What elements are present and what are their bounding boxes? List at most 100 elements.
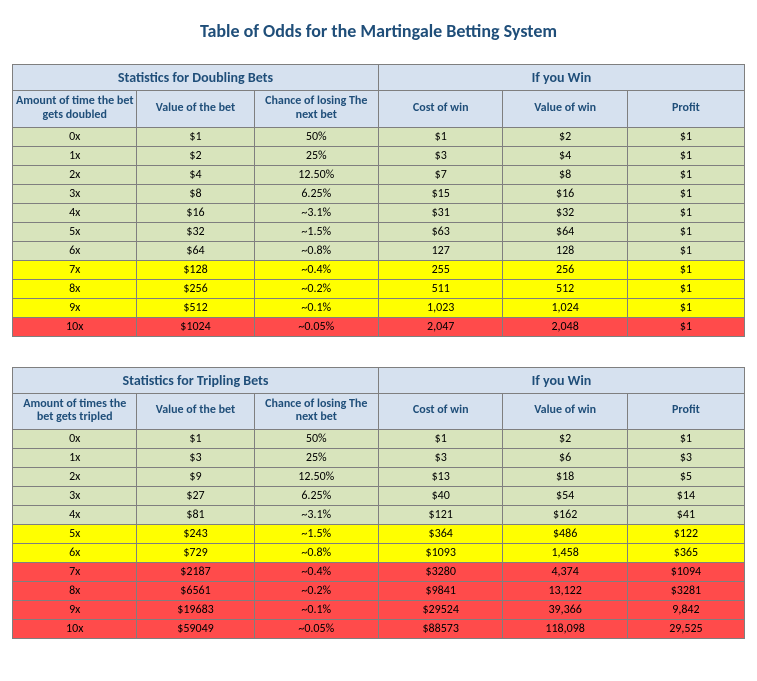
- column-header: Value of win: [503, 91, 627, 128]
- table-cell: 2,047: [378, 317, 502, 336]
- column-header: Profit: [627, 393, 744, 430]
- table-cell: $1: [627, 241, 744, 260]
- table-cell: $16: [503, 184, 627, 203]
- table-cell: 29,525: [627, 620, 744, 639]
- table-cell: 256: [503, 260, 627, 279]
- table-cell: 10x: [13, 620, 137, 639]
- column-header: Cost of win: [378, 393, 502, 430]
- table-cell: ~0.8%: [254, 544, 378, 563]
- table-row: 4x$16~3.1%$31$32$1: [13, 203, 745, 222]
- table-cell: ~0.4%: [254, 260, 378, 279]
- table-cell: ~3.1%: [254, 203, 378, 222]
- table-cell: $2: [137, 146, 254, 165]
- table-cell: $3280: [378, 563, 502, 582]
- table-cell: 6.25%: [254, 487, 378, 506]
- table-cell: 7x: [13, 260, 137, 279]
- table-cell: 127: [378, 241, 502, 260]
- table-row: 3x$276.25%$40$54$14: [13, 487, 745, 506]
- table-cell: 12.50%: [254, 468, 378, 487]
- table-cell: $1: [627, 260, 744, 279]
- table-cell: $1024: [137, 317, 254, 336]
- column-header: Cost of win: [378, 91, 502, 128]
- table-cell: 3x: [13, 487, 137, 506]
- column-header: Profit: [627, 91, 744, 128]
- odds-table: Statistics for Tripling BetsIf you WinAm…: [12, 367, 745, 640]
- table-cell: $27: [137, 487, 254, 506]
- table-cell: 4,374: [503, 563, 627, 582]
- table-cell: 13,122: [503, 582, 627, 601]
- table-cell: ~0.2%: [254, 582, 378, 601]
- section-header-left: Statistics for Doubling Bets: [13, 65, 379, 91]
- table-cell: 6x: [13, 241, 137, 260]
- tables-container: Statistics for Doubling BetsIf you WinAm…: [12, 64, 745, 639]
- table-cell: 5x: [13, 525, 137, 544]
- table-cell: $29524: [378, 601, 502, 620]
- table-row: 0x$150%$1$2$1: [13, 127, 745, 146]
- table-cell: 1,458: [503, 544, 627, 563]
- table-row: 1x$325%$3$6$3: [13, 449, 745, 468]
- table-cell: ~0.05%: [254, 317, 378, 336]
- table-cell: $1: [627, 127, 744, 146]
- table-cell: $1: [627, 184, 744, 203]
- section-header-right: If you Win: [378, 367, 744, 393]
- table-cell: 2,048: [503, 317, 627, 336]
- table-cell: 1x: [13, 146, 137, 165]
- table-cell: 50%: [254, 430, 378, 449]
- column-header: Chance of losing The next bet: [254, 91, 378, 128]
- table-row: 5x$32~1.5%$63$64$1: [13, 222, 745, 241]
- table-cell: $6: [503, 449, 627, 468]
- column-header: Amount of time the bet gets doubled: [13, 91, 137, 128]
- table-cell: $15: [378, 184, 502, 203]
- table-cell: $243: [137, 525, 254, 544]
- table-cell: $40: [378, 487, 502, 506]
- table-cell: ~3.1%: [254, 506, 378, 525]
- table-cell: $9841: [378, 582, 502, 601]
- table-cell: ~0.05%: [254, 620, 378, 639]
- table-cell: $1: [627, 165, 744, 184]
- table-cell: $1: [627, 146, 744, 165]
- table-row: 2x$412.50%$7$8$1: [13, 165, 745, 184]
- table-cell: $1094: [627, 563, 744, 582]
- table-cell: $9: [137, 468, 254, 487]
- table-cell: $3: [627, 449, 744, 468]
- table-cell: $6561: [137, 582, 254, 601]
- table-row: 2x$912.50%$13$18$5: [13, 468, 745, 487]
- table-cell: 12.50%: [254, 165, 378, 184]
- table-row: 5x$243~1.5%$364$486$122: [13, 525, 745, 544]
- table-cell: 512: [503, 279, 627, 298]
- table-row: 4x$81~3.1%$121$162$41: [13, 506, 745, 525]
- table-cell: 10x: [13, 317, 137, 336]
- table-cell: $54: [503, 487, 627, 506]
- column-header: Amount of times the bet gets tripled: [13, 393, 137, 430]
- table-cell: $1: [627, 203, 744, 222]
- table-row: 10x$1024~0.05%2,0472,048$1: [13, 317, 745, 336]
- table-cell: $729: [137, 544, 254, 563]
- table-cell: $5: [627, 468, 744, 487]
- table-cell: $121: [378, 506, 502, 525]
- table-cell: 50%: [254, 127, 378, 146]
- table-cell: 4x: [13, 506, 137, 525]
- table-cell: ~0.1%: [254, 298, 378, 317]
- table-cell: $88573: [378, 620, 502, 639]
- section-header-right: If you Win: [378, 65, 744, 91]
- table-cell: $1: [378, 127, 502, 146]
- table-cell: $4: [503, 146, 627, 165]
- table-cell: 6.25%: [254, 184, 378, 203]
- table-cell: $1: [627, 298, 744, 317]
- table-cell: ~1.5%: [254, 525, 378, 544]
- table-cell: $1: [627, 222, 744, 241]
- table-cell: $8: [503, 165, 627, 184]
- table-cell: $1: [137, 127, 254, 146]
- table-cell: 6x: [13, 544, 137, 563]
- table-cell: $486: [503, 525, 627, 544]
- table-cell: $13: [378, 468, 502, 487]
- table-cell: $256: [137, 279, 254, 298]
- column-header: Value of win: [503, 393, 627, 430]
- table-cell: ~0.1%: [254, 601, 378, 620]
- table-cell: 8x: [13, 279, 137, 298]
- table-cell: $1: [627, 317, 744, 336]
- table-cell: $1: [627, 279, 744, 298]
- table-cell: $64: [137, 241, 254, 260]
- table-cell: $512: [137, 298, 254, 317]
- table-cell: 2x: [13, 165, 137, 184]
